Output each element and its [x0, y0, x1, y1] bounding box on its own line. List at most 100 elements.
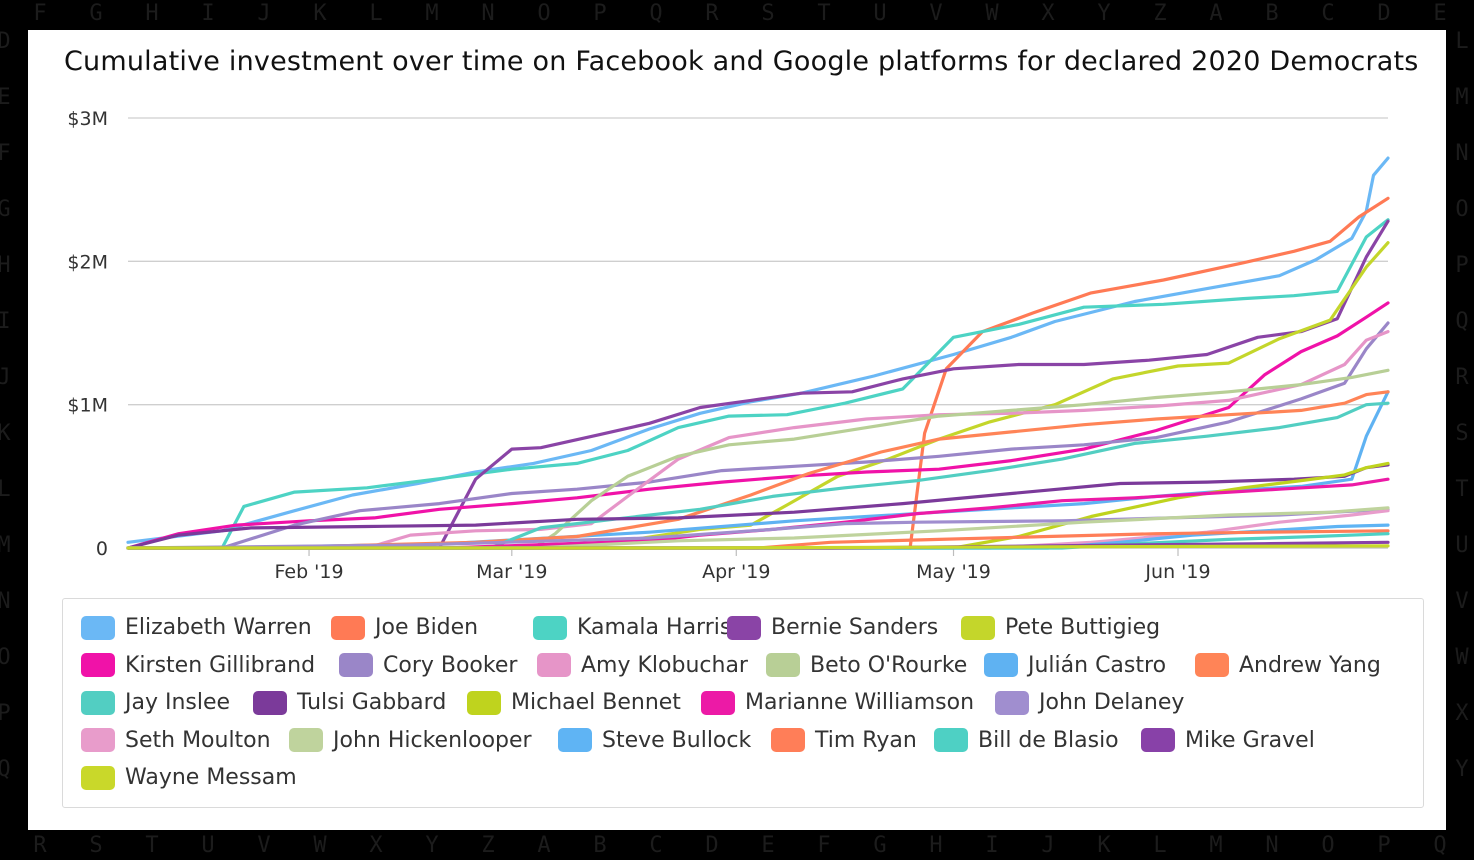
legend-label: Kirsten Gillibrand: [125, 652, 316, 678]
legend-label: Tim Ryan: [815, 727, 917, 753]
svg-text:Q: Q: [1455, 309, 1468, 334]
series-line-marianne-williamson: [126, 477, 1390, 550]
series-line-joe-biden: [126, 196, 1390, 550]
legend-label: Wayne Messam: [125, 765, 297, 790]
svg-text:I: I: [985, 833, 998, 858]
legend-item[interactable]: Elizabeth Warren: [81, 615, 312, 640]
series-line-cory-booker: [126, 321, 1390, 550]
legend-swatch: [81, 690, 115, 715]
svg-text:U: U: [201, 833, 214, 858]
legend-item[interactable]: Kamala Harris: [533, 615, 731, 640]
svg-text:D: D: [705, 833, 718, 858]
legend-label: Kamala Harris: [577, 615, 732, 640]
legend-item[interactable]: Kirsten Gillibrand: [81, 653, 315, 678]
svg-text:Y: Y: [425, 833, 438, 858]
legend-item[interactable]: John Hickenlooper: [289, 728, 532, 753]
svg-text:L: L: [369, 1, 382, 26]
legend-item[interactable]: Amy Klobuchar: [537, 653, 748, 678]
svg-text:V: V: [1455, 589, 1468, 614]
svg-text:G: G: [0, 197, 11, 222]
legend-label: Jay Inslee: [125, 690, 231, 715]
svg-text:I: I: [201, 1, 214, 26]
svg-text:C: C: [1321, 1, 1334, 26]
x-tick-label: Feb '19: [274, 561, 343, 583]
svg-text:S: S: [761, 1, 774, 26]
y-tick-label: $3M: [67, 108, 108, 130]
legend-item[interactable]: Andrew Yang: [1195, 653, 1381, 678]
svg-text:K: K: [1097, 833, 1111, 858]
svg-text:F: F: [817, 833, 830, 858]
chart-title: Cumulative investment over time on Faceb…: [64, 46, 1419, 77]
legend-item[interactable]: Seth Moulton: [81, 728, 271, 753]
legend-item[interactable]: Beto O'Rourke: [766, 653, 967, 678]
svg-text:T: T: [817, 1, 830, 26]
svg-text:L: L: [1153, 833, 1166, 858]
legend-label: Bernie Sanders: [771, 615, 939, 640]
svg-text:Y: Y: [1455, 757, 1468, 782]
x-tick-label: Mar '19: [476, 561, 547, 583]
legend-item[interactable]: Steve Bullock: [558, 728, 751, 753]
svg-text:T: T: [1455, 477, 1468, 502]
legend-swatch: [537, 653, 571, 677]
legend-swatch: [81, 728, 115, 752]
svg-text:H: H: [929, 833, 942, 858]
legend-item[interactable]: Jay Inslee: [81, 690, 230, 715]
legend-swatch: [984, 653, 1018, 677]
legend-swatch: [81, 615, 115, 640]
line-chart: 0 $1M $2M $3M Feb '19 Mar '19 Apr '19 May '19 Ju…: [67, 108, 1390, 583]
svg-text:M: M: [1209, 833, 1222, 858]
legend-swatch: [331, 615, 365, 640]
svg-text:S: S: [1455, 421, 1468, 446]
legend-item[interactable]: Pete Buttigieg: [961, 615, 1160, 640]
svg-text:N: N: [0, 589, 11, 614]
series-line-wayne-messam: [126, 544, 1390, 550]
legend-label: Mike Gravel: [1185, 727, 1315, 753]
svg-text:T: T: [145, 833, 158, 858]
legend-swatch: [727, 615, 761, 640]
legend-label: Seth Moulton: [125, 727, 271, 753]
legend-swatch: [771, 728, 805, 752]
svg-text:C: C: [649, 833, 662, 858]
legend-item[interactable]: Michael Bennet: [467, 690, 681, 715]
legend-item[interactable]: Joe Biden: [331, 615, 478, 640]
series-line-jay-inslee: [126, 401, 1390, 550]
svg-text:O: O: [1321, 833, 1334, 858]
svg-text:W: W: [1455, 645, 1469, 670]
legend-label: Michael Bennet: [511, 690, 681, 715]
svg-text:B: B: [593, 833, 606, 858]
legend-swatch: [934, 728, 968, 752]
x-tick-label: May '19: [916, 561, 991, 583]
legend-item[interactable]: Tim Ryan: [771, 728, 917, 753]
legend-label: Bill de Blasio: [978, 727, 1119, 753]
legend-swatch: [995, 690, 1029, 715]
legend-label: Steve Bullock: [602, 727, 752, 753]
legend-item[interactable]: Bill de Blasio: [934, 728, 1119, 753]
legend-item[interactable]: Bernie Sanders: [727, 615, 938, 640]
legend-item[interactable]: Mike Gravel: [1141, 728, 1315, 753]
series-line-elizabeth-warren: [126, 156, 1390, 544]
legend-item[interactable]: John Delaney: [995, 690, 1184, 715]
svg-text:Q: Q: [649, 1, 662, 26]
legend-swatch: [701, 690, 735, 715]
svg-text:V: V: [929, 1, 942, 26]
legend-swatch: [533, 615, 567, 640]
svg-text:H: H: [0, 253, 11, 278]
legend-item[interactable]: Cory Booker: [339, 653, 517, 678]
y-tick-label: 0: [96, 538, 108, 560]
series-line-andrew-yang: [126, 390, 1390, 550]
svg-text:U: U: [1455, 533, 1468, 558]
svg-text:B: B: [1265, 1, 1278, 26]
svg-text:D: D: [1377, 1, 1390, 26]
legend-item[interactable]: Julián Castro: [984, 653, 1166, 678]
legend-item[interactable]: Tulsi Gabbard: [253, 690, 446, 715]
svg-text:S: S: [89, 833, 102, 858]
legend-label: Amy Klobuchar: [581, 652, 748, 678]
svg-text:Z: Z: [1153, 1, 1166, 26]
svg-text:F: F: [33, 1, 46, 26]
legend-item[interactable]: Marianne Williamson: [701, 690, 974, 715]
svg-text:O: O: [537, 1, 550, 26]
svg-text:E: E: [761, 833, 774, 858]
svg-text:N: N: [481, 1, 494, 26]
legend-item[interactable]: Wayne Messam: [81, 765, 297, 790]
svg-text:J: J: [1041, 833, 1054, 858]
